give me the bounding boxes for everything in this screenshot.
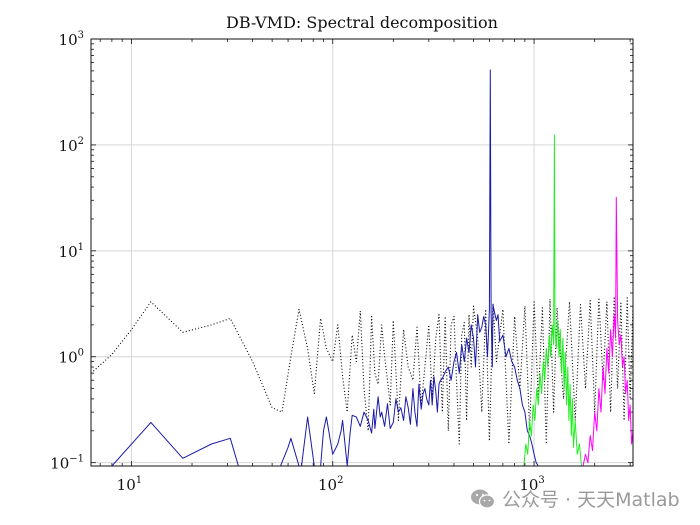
y-tick-label: 102 <box>59 136 84 155</box>
y-tick-label: 10−1 <box>50 454 84 473</box>
series-mode-2 <box>523 134 582 466</box>
axes-box <box>90 38 634 467</box>
watermark: 公众号 · 天天Matlab <box>470 485 680 512</box>
chart-title: DB-VMD: Spectral decomposition <box>226 13 498 32</box>
x-tick-label: 101 <box>117 475 142 494</box>
plot-area <box>91 39 633 466</box>
watermark-text: 公众号 · 天天Matlab <box>502 489 680 511</box>
y-tick-label: 101 <box>59 242 84 261</box>
series-mode-3 <box>582 196 633 466</box>
y-tick-label: 100 <box>59 348 84 367</box>
x-tick-label: 102 <box>318 475 343 494</box>
x-tick-labels: 101 102 103 <box>117 475 545 494</box>
series-layer <box>91 69 633 466</box>
y-tick-labels: 10−1 100 101 102 103 <box>50 30 84 473</box>
y-tick-label: 103 <box>59 30 84 49</box>
series-mode-1 <box>111 69 539 466</box>
wechat-icon <box>470 489 496 509</box>
